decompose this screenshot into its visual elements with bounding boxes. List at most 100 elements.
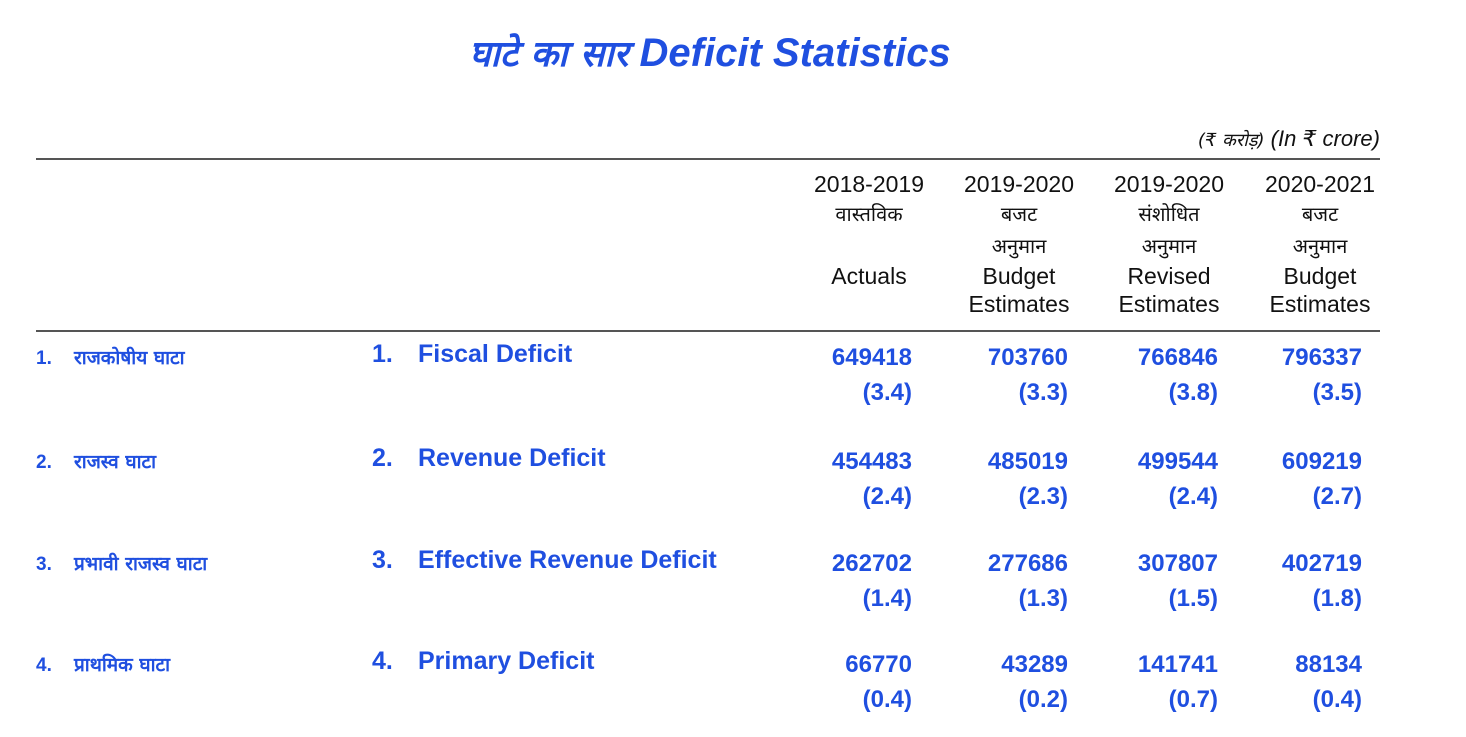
row-english-text: Primary Deficit — [418, 647, 595, 675]
column-hindi: वास्तविक — [835, 202, 903, 226]
table-cell: 703760 (3.3) — [948, 340, 1068, 410]
column-year: 2018-2019 — [814, 171, 924, 197]
cell-percent: (1.8) — [1312, 585, 1362, 612]
cell-value: 277686 — [987, 550, 1068, 577]
cell-percent: (2.4) — [1168, 483, 1218, 510]
column-hindi: संशोधित — [1138, 202, 1200, 226]
cell-percent: (0.4) — [862, 686, 912, 713]
header-rule — [36, 330, 1380, 332]
cell-percent: (3.3) — [1018, 379, 1068, 406]
cell-value: 454483 — [831, 448, 912, 475]
column-hindi: बजट — [1301, 202, 1339, 226]
unit-english: (In ₹ crore) — [1270, 126, 1380, 151]
table-cell: 262702 (1.4) — [792, 546, 912, 616]
table-cell: 609219 (2.7) — [1242, 444, 1362, 514]
row-english-text: Fiscal Deficit — [418, 340, 573, 368]
table-cell: 141741 (0.7) — [1098, 647, 1218, 717]
cell-percent: (2.3) — [1018, 483, 1068, 510]
cell-value: 66770 — [845, 651, 912, 678]
cell-percent: (2.7) — [1312, 483, 1362, 510]
table-cell: 485019 (2.3) — [948, 444, 1068, 514]
top-rule — [36, 158, 1380, 160]
column-header-actuals-2018-2019: 2018-2019 वास्तविक Actuals — [794, 170, 944, 290]
row-label-hindi: 4. प्राथमिक घाटा — [36, 651, 170, 677]
table-cell: 307807 (1.5) — [1098, 546, 1218, 616]
row-number: 2. — [36, 452, 52, 473]
cell-value: 609219 — [1281, 448, 1362, 475]
cell-percent: (0.2) — [1018, 686, 1068, 713]
cell-value: 485019 — [987, 448, 1068, 475]
cell-value: 141741 — [1137, 651, 1218, 678]
table-row-revenue-deficit: 2. राजस्व घाटा 2. Revenue Deficit 454483 (2… — [0, 444, 1466, 534]
column-year: 2019-2020 — [964, 171, 1074, 197]
column-header-budget-2020-2021: 2020-2021 बजट अनुमान Budget Estimates — [1245, 170, 1395, 318]
column-year: 2020-2021 — [1265, 171, 1375, 197]
table-cell: 43289 (0.2) — [948, 647, 1068, 717]
column-english-2: Estimates — [1118, 291, 1220, 317]
row-hindi-text: राजकोषीय घाटा — [74, 347, 185, 369]
cell-percent: (0.4) — [1312, 686, 1362, 713]
column-hindi-2: अनुमान — [991, 234, 1047, 258]
cell-value: 88134 — [1295, 651, 1362, 678]
cell-value: 307807 — [1137, 550, 1218, 577]
row-number: 1. — [372, 340, 393, 368]
table-cell: 454483 (2.4) — [792, 444, 912, 514]
row-number: 4. — [372, 647, 393, 675]
cell-percent: (3.8) — [1168, 379, 1218, 406]
cell-percent: (1.4) — [862, 585, 912, 612]
cell-percent: (3.4) — [862, 379, 912, 406]
table-cell: 796337 (3.5) — [1242, 340, 1362, 410]
column-hindi-2: अनुमान — [1141, 234, 1197, 258]
row-number: 3. — [372, 546, 393, 574]
table-cell: 277686 (1.3) — [948, 546, 1068, 616]
table-cell: 88134 (0.4) — [1242, 647, 1362, 717]
cell-value: 649418 — [831, 344, 912, 371]
cell-percent: (1.3) — [1018, 585, 1068, 612]
cell-percent: (0.7) — [1168, 686, 1218, 713]
table-cell: 499544 (2.4) — [1098, 444, 1218, 514]
row-english-text: Revenue Deficit — [418, 444, 606, 472]
cell-value: 766846 — [1137, 344, 1218, 371]
cell-percent: (3.5) — [1312, 379, 1362, 406]
cell-value: 262702 — [831, 550, 912, 577]
column-english: Revised — [1127, 263, 1211, 289]
table-row-primary-deficit: 4. प्राथमिक घाटा 4. Primary Deficit 66770 (… — [0, 647, 1466, 737]
row-label-hindi: 3. प्रभावी राजस्व घाटा — [36, 550, 207, 576]
column-english: Actuals — [831, 263, 907, 289]
row-number: 4. — [36, 655, 52, 676]
table-cell: 766846 (3.8) — [1098, 340, 1218, 410]
row-label-english: 2. Revenue Deficit — [372, 444, 606, 473]
row-number: 2. — [372, 444, 393, 472]
table-cell: 649418 (3.4) — [792, 340, 912, 410]
row-english-text: Effective Revenue Deficit — [418, 546, 717, 574]
column-header-revised-2019-2020: 2019-2020 संशोधित अनुमान Revised Estimat… — [1094, 170, 1244, 318]
cell-percent: (2.4) — [862, 483, 912, 510]
row-label-hindi: 1. राजकोषीय घाटा — [36, 344, 185, 370]
title-english: Deficit Statistics — [639, 31, 951, 75]
page-title: घाटे का सार Deficit Statistics — [0, 28, 1420, 77]
table-row-effective-revenue-deficit: 3. प्रभावी राजस्व घाटा 3. Effective Revenu… — [0, 546, 1466, 636]
table-cell: 402719 (1.8) — [1242, 546, 1362, 616]
cell-value: 499544 — [1137, 448, 1218, 475]
table-row-fiscal-deficit: 1. राजकोषीय घाटा 1. Fiscal Deficit 649418 (… — [0, 340, 1466, 430]
unit-hindi: (₹ करोड़) — [1197, 130, 1265, 151]
row-hindi-text: राजस्व घाटा — [74, 451, 157, 473]
cell-percent: (1.5) — [1168, 585, 1218, 612]
row-number: 1. — [36, 348, 52, 369]
row-hindi-text: प्राथमिक घाटा — [74, 654, 171, 676]
column-english-2: Estimates — [968, 291, 1070, 317]
column-english: Budget — [982, 263, 1056, 289]
column-english: Budget — [1283, 263, 1357, 289]
column-year: 2019-2020 — [1114, 171, 1224, 197]
title-hindi: घाटे का सार — [469, 34, 629, 75]
cell-value: 43289 — [1001, 651, 1068, 678]
column-hindi: बजट — [1000, 202, 1038, 226]
row-label-english: 3. Effective Revenue Deficit — [372, 546, 717, 575]
column-hindi-2 — [794, 230, 944, 262]
row-label-english: 4. Primary Deficit — [372, 647, 594, 676]
row-number: 3. — [36, 554, 52, 575]
column-english-2: Estimates — [1269, 291, 1371, 317]
cell-value: 402719 — [1281, 550, 1362, 577]
table-cell: 66770 (0.4) — [792, 647, 912, 717]
row-label-english: 1. Fiscal Deficit — [372, 340, 572, 369]
